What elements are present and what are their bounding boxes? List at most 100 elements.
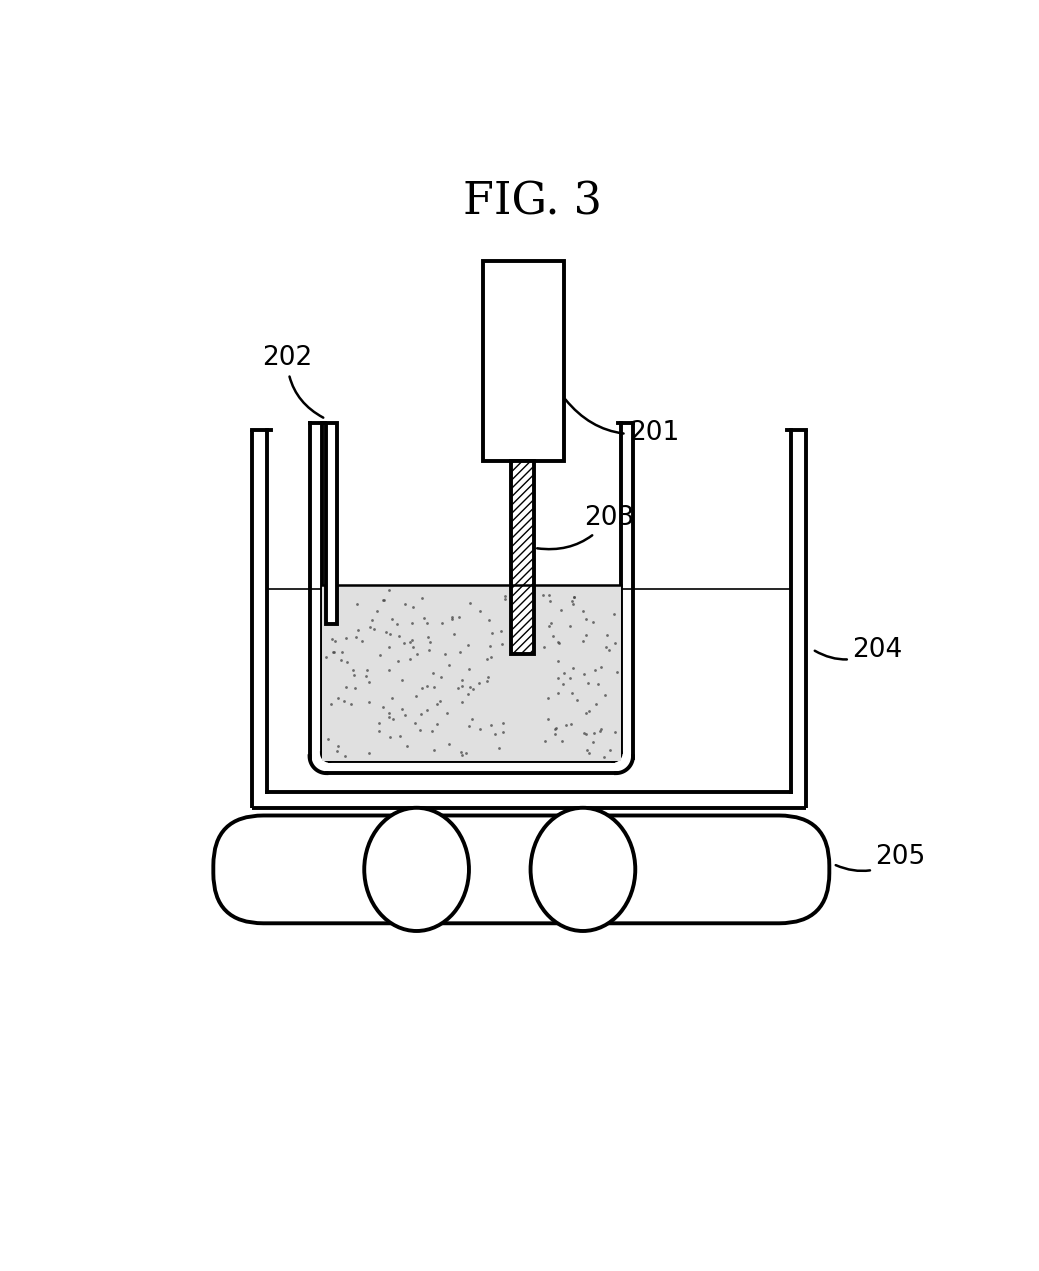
Point xyxy=(422,632,438,652)
Point xyxy=(399,736,416,756)
Point xyxy=(564,684,581,704)
Point xyxy=(357,666,374,686)
Point xyxy=(537,731,554,751)
Point xyxy=(607,633,623,653)
Point xyxy=(486,723,503,744)
Point xyxy=(587,660,604,680)
Point xyxy=(556,662,572,683)
Point xyxy=(419,676,435,697)
Point xyxy=(580,672,596,693)
Point xyxy=(369,601,385,622)
Point xyxy=(479,671,496,691)
Ellipse shape xyxy=(365,808,469,930)
Point xyxy=(404,597,421,618)
Point xyxy=(444,609,460,629)
Point xyxy=(392,726,408,746)
Point xyxy=(454,670,471,690)
Point xyxy=(497,588,513,609)
Point xyxy=(322,594,339,614)
Point xyxy=(396,705,412,726)
Point xyxy=(578,703,594,723)
Point xyxy=(354,632,371,652)
Point xyxy=(595,747,612,768)
Point xyxy=(420,627,436,647)
Point xyxy=(578,624,594,644)
Point xyxy=(566,586,583,606)
Point xyxy=(450,677,467,698)
Point xyxy=(411,719,428,740)
Point xyxy=(590,674,607,694)
Point xyxy=(483,716,500,736)
Point xyxy=(421,641,437,661)
Point xyxy=(414,587,430,608)
Point xyxy=(578,724,594,745)
Point xyxy=(575,601,591,622)
Text: 201: 201 xyxy=(565,399,680,446)
Point xyxy=(391,651,407,671)
Point xyxy=(384,708,401,728)
Point xyxy=(606,604,622,624)
Point xyxy=(425,740,442,760)
Point xyxy=(460,634,477,655)
Point xyxy=(562,615,579,636)
Point xyxy=(391,625,407,646)
Point xyxy=(383,688,400,708)
Point xyxy=(343,694,359,714)
Point xyxy=(326,632,343,652)
Point xyxy=(562,714,579,735)
Point xyxy=(471,672,487,693)
Point xyxy=(428,714,445,735)
Point xyxy=(452,642,469,662)
Point xyxy=(419,613,435,633)
Bar xyxy=(483,261,564,461)
Point xyxy=(328,741,345,761)
Point xyxy=(601,641,617,661)
Point xyxy=(382,727,399,747)
Point xyxy=(541,591,558,611)
Point xyxy=(318,647,335,667)
Point xyxy=(329,688,346,708)
Point xyxy=(381,703,398,723)
Point xyxy=(472,601,488,622)
Point xyxy=(412,704,429,724)
Point xyxy=(576,663,592,684)
Point xyxy=(575,630,591,651)
Point xyxy=(424,663,441,684)
Point xyxy=(348,627,365,647)
Point xyxy=(539,709,556,730)
Point xyxy=(472,718,488,738)
Point xyxy=(322,694,339,714)
Point xyxy=(374,590,391,610)
Point xyxy=(325,642,342,662)
Point xyxy=(481,636,498,656)
Point xyxy=(494,634,510,655)
Point xyxy=(460,684,477,704)
Text: 202: 202 xyxy=(262,344,323,418)
Point xyxy=(338,677,354,698)
Point xyxy=(366,619,382,639)
Point xyxy=(374,698,391,718)
Point xyxy=(375,590,392,610)
Point xyxy=(361,671,377,691)
Point xyxy=(461,716,478,736)
Point xyxy=(346,665,363,685)
Point xyxy=(378,622,395,642)
Point xyxy=(581,742,597,763)
Point xyxy=(547,723,563,744)
Point xyxy=(324,642,341,662)
Point xyxy=(453,742,470,763)
Point xyxy=(555,674,571,694)
Point xyxy=(408,644,425,665)
Point xyxy=(593,718,610,738)
Point xyxy=(384,609,401,629)
Point xyxy=(558,716,575,736)
Point xyxy=(551,633,567,653)
Point xyxy=(576,723,592,744)
Bar xyxy=(326,423,337,624)
Point xyxy=(588,694,605,714)
Point xyxy=(586,722,603,742)
Point xyxy=(407,686,424,707)
Point xyxy=(578,609,594,629)
Point xyxy=(441,655,457,675)
Point xyxy=(346,677,363,698)
